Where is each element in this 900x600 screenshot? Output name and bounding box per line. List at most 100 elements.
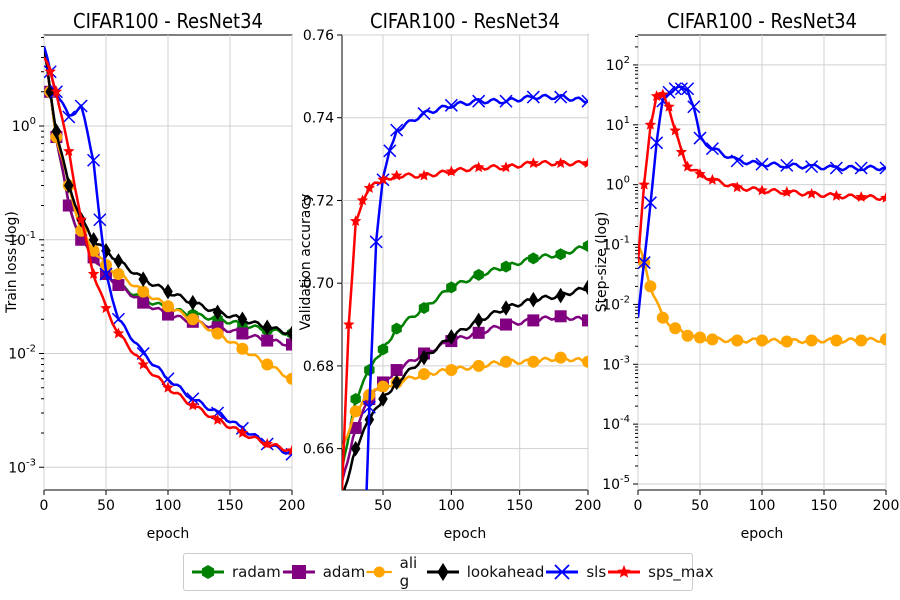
data-point-adam	[472, 326, 485, 339]
data-point-sps_max	[694, 168, 706, 179]
data-point-ali-g	[582, 355, 588, 368]
data-point-ali-g	[880, 333, 886, 346]
legend-marker	[437, 562, 449, 582]
legend-swatch	[366, 566, 393, 578]
data-point-ali-g	[656, 311, 669, 324]
data-point-adam	[349, 421, 362, 434]
data-point-sls	[472, 94, 486, 108]
y-tick-label: 100	[606, 175, 630, 194]
data-point-ali-g	[706, 333, 719, 346]
data-point-sls	[186, 392, 200, 406]
legend-swatch	[426, 562, 459, 582]
data-point-adam	[137, 296, 150, 309]
data-point-adam	[390, 364, 403, 377]
data-point-sls	[674, 82, 688, 96]
x-tick-label: 200	[873, 498, 900, 514]
data-point-sps_max	[418, 169, 430, 181]
y-tick-label: 101	[606, 115, 630, 134]
data-point-adam	[582, 314, 588, 327]
data-point-adam	[554, 310, 567, 323]
data-point-lookahead	[501, 300, 511, 316]
data-point-ali-g	[418, 368, 430, 381]
data-point-sps_max	[644, 118, 657, 130]
data-point-radam	[350, 393, 361, 405]
data-point-radam	[377, 343, 389, 356]
x-tick-label: 50	[374, 498, 392, 514]
data-point-lookahead	[262, 319, 272, 336]
data-point-sls	[643, 196, 657, 210]
legend-item-radam: radam	[190, 562, 281, 582]
data-point-sps_max	[706, 173, 719, 185]
data-point-sps_max	[211, 414, 224, 425]
legend: radam adam ali g lookahead sls sps_max	[183, 553, 714, 591]
data-point-sls	[444, 98, 458, 112]
x-axis-label: epoch	[444, 526, 487, 542]
legend-label: sps_max	[648, 563, 714, 581]
data-point-sps_max	[855, 191, 867, 202]
data-point-lookahead	[473, 312, 484, 329]
data-point-sls	[62, 110, 76, 124]
data-point-sls	[99, 267, 113, 281]
data-point-ali-g	[137, 285, 150, 298]
x-tick-label: 150	[811, 498, 838, 514]
data-point-sps_max	[650, 90, 663, 102]
panel-step-size: CIFAR100 - ResNet34 epoch Step-size (log…	[594, 9, 899, 542]
legend-label: sls	[586, 563, 607, 581]
data-point-sps_max	[50, 85, 63, 97]
legend-item-ali-g: ali g	[365, 554, 425, 590]
data-point-sps_max	[663, 100, 675, 112]
data-point-sps_max	[472, 161, 485, 173]
data-point-sps_max	[805, 187, 818, 199]
legend-item-sls: sls	[544, 562, 606, 582]
legend-marker	[617, 565, 631, 578]
x-tick-label: 150	[217, 498, 244, 514]
data-point-lookahead	[378, 391, 388, 407]
data-point-adam	[162, 308, 174, 321]
x-tick-label: 100	[749, 498, 776, 514]
data-point-sls	[854, 161, 868, 175]
data-point-sls	[369, 235, 383, 249]
panel-title: CIFAR100 - ResNet34	[667, 9, 857, 33]
data-point-ali-g	[186, 313, 199, 326]
data-point-sls	[554, 90, 568, 104]
y-tick-label: 102	[606, 55, 630, 74]
data-point-sps_max	[286, 444, 292, 456]
data-point-sps_max	[731, 181, 743, 193]
data-point-adam	[286, 338, 292, 351]
data-point-radam	[391, 322, 402, 335]
data-point-sps_max	[236, 427, 249, 438]
legend-item-adam: adam	[281, 562, 365, 582]
y-axis-label: Validation accuracy	[298, 194, 314, 331]
y-tick-label: 10-1	[602, 235, 630, 254]
data-point-sps_max	[681, 160, 694, 172]
y-tick-label: 10-3	[8, 457, 36, 476]
data-point-sps_max	[137, 358, 149, 370]
data-point-radam	[473, 268, 484, 281]
data-point-sps_max	[657, 88, 669, 100]
data-point-sps_max	[830, 189, 843, 201]
x-tick-label: 50	[691, 498, 709, 514]
data-point-lookahead	[113, 253, 124, 269]
data-point-sps_max	[44, 65, 56, 77]
data-point-sls	[111, 312, 125, 326]
y-axis-label: Step-size (log)	[594, 212, 610, 313]
data-point-lookahead	[391, 374, 402, 391]
data-point-lookahead	[188, 294, 198, 311]
y-tick-label: 10-4	[602, 414, 630, 433]
data-point-sls	[668, 82, 682, 96]
data-point-radam	[500, 260, 512, 273]
data-point-sls	[362, 400, 376, 414]
x-tick-label: 200	[575, 498, 602, 514]
data-point-sps_max	[87, 267, 100, 279]
data-point-ali-g	[162, 300, 174, 313]
data-point-ali-g	[261, 358, 274, 371]
x-tick-label: 100	[155, 498, 182, 514]
data-point-adam	[75, 233, 88, 246]
data-point-ali-g	[445, 364, 458, 377]
x-tick-label: 200	[279, 498, 306, 514]
data-point-lookahead	[528, 291, 539, 308]
data-point-sps_max	[527, 157, 540, 169]
data-point-lookahead	[555, 287, 566, 304]
data-point-sps_max	[162, 381, 174, 393]
data-point-sls	[526, 90, 540, 104]
